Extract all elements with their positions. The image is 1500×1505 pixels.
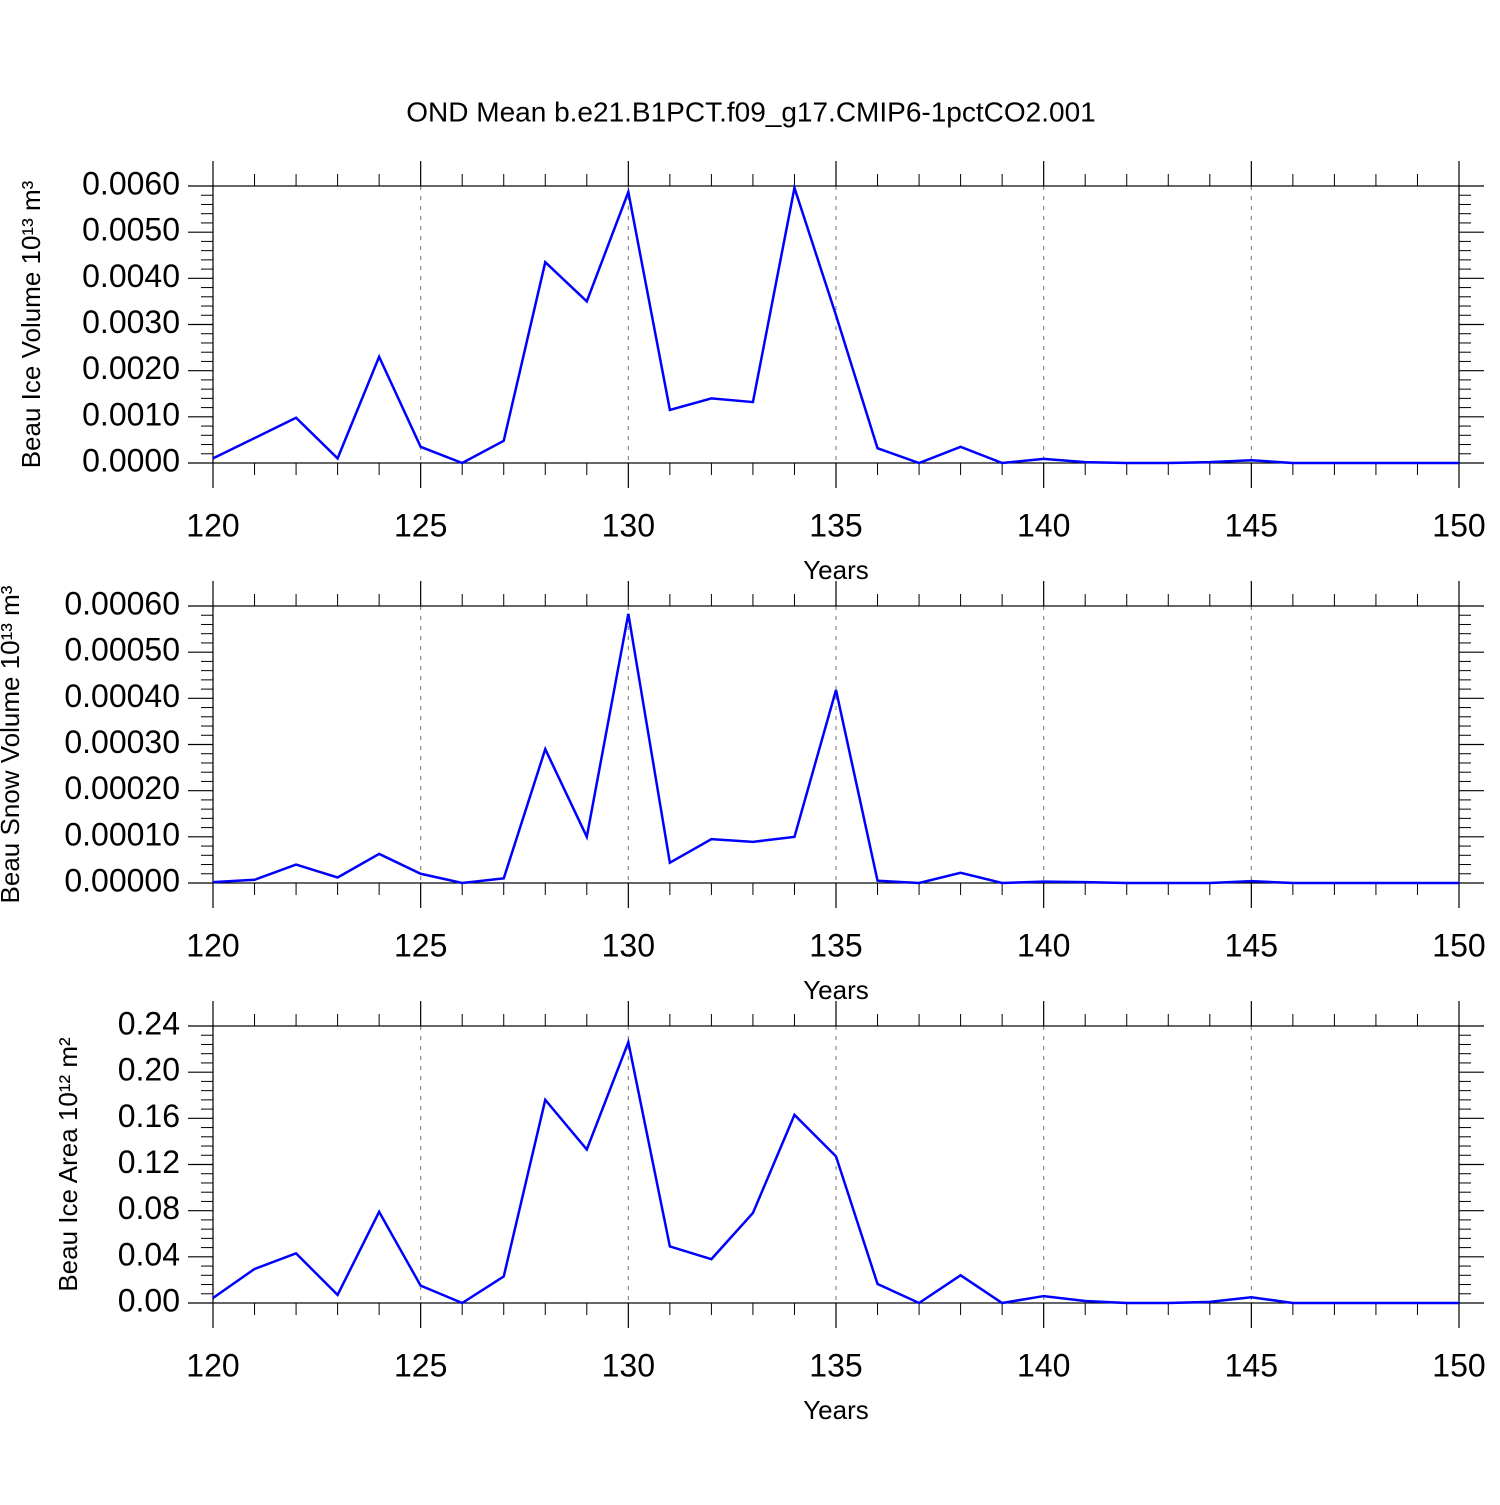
x-tick-label: 135 — [809, 1347, 862, 1383]
x-tick-label: 120 — [186, 927, 239, 963]
y-tick-label: 0.04 — [118, 1236, 180, 1272]
y-tick-label: 0.0030 — [82, 304, 180, 340]
data-line — [212, 613, 1459, 885]
x-tick-label: 120 — [186, 1347, 239, 1383]
x-tick-label: 135 — [809, 507, 862, 543]
x-tick-label: 125 — [394, 1347, 447, 1383]
x-tick-label: 145 — [1225, 927, 1278, 963]
x-tick-label: 140 — [1017, 507, 1070, 543]
y-tick-label: 0.00 — [118, 1282, 180, 1318]
x-tick-label: 145 — [1225, 1347, 1278, 1383]
chart-title: OND Mean b.e21.B1PCT.f09_g17.CMIP6-1pctC… — [406, 96, 1095, 127]
x-axis-label: Years — [803, 555, 869, 585]
y-tick-label: 0.20 — [118, 1052, 180, 1088]
y-tick-label: 0.0010 — [82, 396, 180, 432]
x-tick-label: 125 — [394, 507, 447, 543]
y-tick-label: 0.0060 — [82, 165, 180, 201]
x-tick-label: 130 — [602, 1347, 655, 1383]
x-tick-label: 140 — [1017, 927, 1070, 963]
y-axis-label: Beau Snow Volume 10¹³ m³ — [0, 585, 25, 903]
data-line — [212, 1037, 1459, 1305]
y-tick-label: 0.08 — [118, 1190, 180, 1226]
x-tick-label: 120 — [186, 507, 239, 543]
x-tick-label: 150 — [1432, 927, 1485, 963]
y-tick-label: 0.12 — [118, 1144, 180, 1180]
x-tick-label: 130 — [602, 927, 655, 963]
y-tick-label: 0.0040 — [82, 258, 180, 294]
y-tick-label: 0.00060 — [64, 585, 180, 621]
x-tick-label: 150 — [1432, 507, 1485, 543]
y-tick-label: 0.0000 — [82, 442, 180, 478]
x-tick-label: 140 — [1017, 1347, 1070, 1383]
x-tick-label: 135 — [809, 927, 862, 963]
data-line — [212, 182, 1459, 465]
y-tick-label: 0.00020 — [64, 770, 180, 806]
y-axis-label: Beau Ice Volume 10¹³ m³ — [16, 180, 46, 468]
y-tick-label: 0.00040 — [64, 678, 180, 714]
y-tick-label: 0.0020 — [82, 350, 180, 386]
y-tick-label: 0.00000 — [64, 862, 180, 898]
x-tick-label: 130 — [602, 507, 655, 543]
x-tick-label: 125 — [394, 927, 447, 963]
y-axis-label: Beau Ice Area 10¹² m² — [53, 1037, 83, 1292]
x-tick-label: 145 — [1225, 507, 1278, 543]
x-axis-label: Years — [803, 1395, 869, 1425]
y-tick-label: 0.00030 — [64, 724, 180, 760]
x-tick-label: 150 — [1432, 1347, 1485, 1383]
y-tick-label: 0.00010 — [64, 816, 180, 852]
y-tick-label: 0.00050 — [64, 632, 180, 668]
y-tick-label: 0.24 — [118, 1005, 180, 1041]
y-tick-label: 0.0050 — [82, 212, 180, 248]
x-axis-label: Years — [803, 975, 869, 1005]
y-tick-label: 0.16 — [118, 1098, 180, 1134]
